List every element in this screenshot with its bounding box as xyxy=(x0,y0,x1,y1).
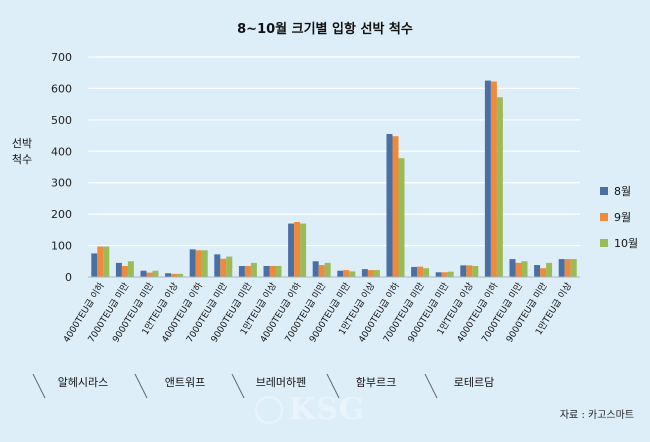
group-label: 브레머하펜 xyxy=(256,375,307,389)
bar xyxy=(361,269,368,277)
bar xyxy=(115,262,122,277)
y-tick-label: 400 xyxy=(51,145,72,158)
bar xyxy=(466,265,473,277)
bar xyxy=(269,266,276,277)
y-tick-label: 600 xyxy=(51,82,72,95)
bar xyxy=(386,134,393,277)
bar xyxy=(300,223,307,277)
bar xyxy=(250,262,257,277)
y-tick-label: 0 xyxy=(65,271,72,284)
y-axis-label: 선박 xyxy=(12,137,32,150)
bar xyxy=(484,80,491,277)
legend-swatch xyxy=(600,213,608,221)
bar xyxy=(195,250,202,277)
bar xyxy=(318,265,325,277)
bar xyxy=(398,158,405,277)
bar xyxy=(558,259,565,277)
bar xyxy=(140,270,147,277)
bar xyxy=(226,256,233,277)
bar xyxy=(244,266,251,277)
bar xyxy=(97,246,104,277)
bar xyxy=(534,265,541,277)
bar xyxy=(490,81,497,277)
source-note: 자료 : 카고스마트 xyxy=(559,410,634,421)
y-tick-label: 100 xyxy=(51,240,72,253)
bar xyxy=(373,270,380,277)
y-axis-label: 척수 xyxy=(12,153,32,166)
bar xyxy=(367,270,374,277)
bar xyxy=(417,266,424,277)
y-tick-label: 500 xyxy=(51,114,72,127)
bar xyxy=(509,259,516,277)
bar xyxy=(288,223,295,277)
ksg-emblem-icon xyxy=(255,396,283,424)
legend-label: 8월 xyxy=(614,185,631,198)
bar xyxy=(91,253,98,277)
bar xyxy=(263,266,270,277)
bar xyxy=(127,261,134,277)
bar xyxy=(312,261,319,277)
bar xyxy=(496,97,503,277)
bar xyxy=(201,250,208,277)
bar xyxy=(472,266,479,277)
bar xyxy=(165,273,172,277)
bar xyxy=(189,249,196,277)
bar xyxy=(152,270,159,277)
legend-swatch xyxy=(600,187,608,195)
bar xyxy=(435,272,442,277)
bar xyxy=(447,271,454,277)
group-label: 앤트워프 xyxy=(165,376,205,389)
chart-title: 8~10월 크기별 입항 선박 척수 xyxy=(237,21,413,37)
bar xyxy=(220,258,227,277)
y-tick-label: 300 xyxy=(51,177,72,190)
bar xyxy=(214,254,221,277)
group-label: 함부르크 xyxy=(356,376,396,389)
bar xyxy=(546,262,553,277)
group-separator xyxy=(32,373,46,399)
bar xyxy=(349,271,356,277)
bar xyxy=(441,272,448,277)
y-tick-label: 200 xyxy=(51,208,72,221)
bar xyxy=(103,246,110,277)
legend-swatch xyxy=(600,239,608,247)
legend-label: 9월 xyxy=(614,211,631,224)
group-separator xyxy=(134,373,148,399)
bar xyxy=(177,273,184,277)
bar xyxy=(324,262,331,277)
group-label: 알헤시라스 xyxy=(58,375,109,389)
group-separator xyxy=(424,373,438,399)
bar xyxy=(392,136,399,277)
bar xyxy=(121,266,128,277)
bar xyxy=(238,266,245,277)
bar xyxy=(521,261,528,277)
bar xyxy=(337,270,344,277)
group-separator xyxy=(326,373,340,399)
bar xyxy=(146,272,153,277)
bar xyxy=(275,266,282,277)
group-separator xyxy=(231,373,245,399)
bar xyxy=(460,265,467,277)
bar xyxy=(171,273,178,277)
bar xyxy=(343,270,350,277)
watermark-text: KSG xyxy=(289,392,366,427)
bar xyxy=(570,259,577,277)
bar xyxy=(515,262,522,277)
ksg-watermark: KSG xyxy=(255,392,385,432)
y-tick-label: 700 xyxy=(51,51,72,64)
bar xyxy=(564,259,571,277)
bar xyxy=(294,222,301,277)
bar xyxy=(423,268,430,277)
group-label: 로테르담 xyxy=(454,376,494,389)
bar xyxy=(411,266,418,277)
legend-label: 10월 xyxy=(614,237,638,250)
bar xyxy=(540,268,547,277)
